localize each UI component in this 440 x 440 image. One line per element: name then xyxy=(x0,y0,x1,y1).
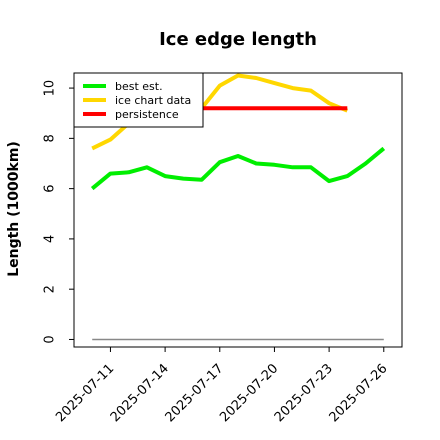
y-axis-label: Length (1000km) xyxy=(6,141,22,277)
legend-label-persistence: persistence xyxy=(115,108,179,121)
series-line-best-est- xyxy=(90,146,386,191)
y-tick-label: 4 xyxy=(43,235,58,243)
y-tick-label: 0 xyxy=(43,335,58,343)
y-tick-label: 2 xyxy=(43,285,58,293)
chart-title: Ice edge length xyxy=(159,29,317,50)
plot-frame xyxy=(73,72,403,348)
x-axis: 2025-07-112025-07-142025-07-172025-07-20… xyxy=(53,347,391,425)
y-tick-label: 6 xyxy=(43,184,58,192)
y-axis: 0 2 4 6 8 10 xyxy=(43,80,74,344)
x-tick-label: 2025-07-26 xyxy=(327,361,391,425)
y-tick-label: 8 xyxy=(43,134,58,142)
y-tick-label: 10 xyxy=(43,80,58,97)
legend-label-best-est-: best est. xyxy=(115,80,163,93)
legend-label-ice-chart-data: ice chart data xyxy=(115,94,191,107)
